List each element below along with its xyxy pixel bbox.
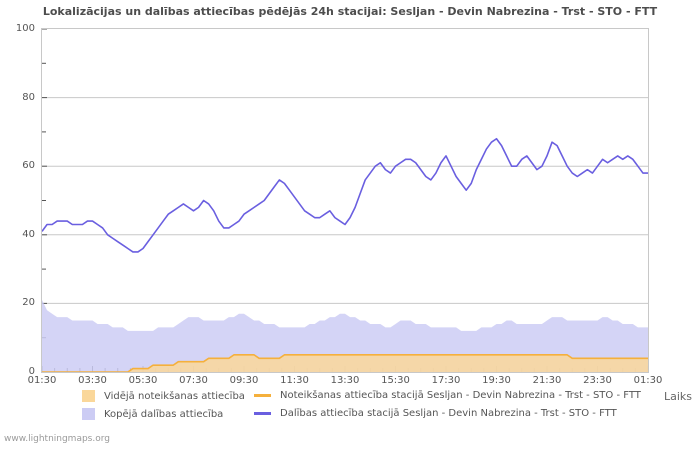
watermark: www.lightningmaps.org xyxy=(4,434,110,444)
y-axis-tick-label: 60 xyxy=(22,160,35,172)
y-axis-tick-label: 40 xyxy=(22,228,35,240)
legend-item-station-detection-ratio[interactable]: Noteikšanas attiecība stacijā Sesljan - … xyxy=(254,390,641,401)
plot-svg xyxy=(42,29,648,372)
x-axis-tick-label: 01:30 xyxy=(27,375,57,386)
x-axis-tick-label: 19:30 xyxy=(482,375,511,386)
legend-swatch-box-icon xyxy=(82,408,95,420)
chart-legend: Vidējā noteikšanas attiecība Noteikšanas… xyxy=(0,390,700,430)
x-axis-tick-label: 13:30 xyxy=(330,375,360,386)
legend-row-2: Kopējā dalības attiecība Dalības attiecī… xyxy=(0,408,700,424)
legend-swatch-line-icon xyxy=(254,412,271,415)
legend-swatch-box-icon xyxy=(82,390,95,402)
plot-area xyxy=(41,28,649,373)
series-line xyxy=(42,354,648,372)
x-axis-tick-label: 21:30 xyxy=(532,375,562,386)
x-axis-tick-label: 05:30 xyxy=(128,375,158,386)
chart-title: Lokalizācijas un dalības attiecības pēdē… xyxy=(42,5,658,18)
y-axis-tick-label: 20 xyxy=(22,297,35,309)
series-area xyxy=(42,299,648,372)
y-axis-tick-label: 100 xyxy=(15,23,35,34)
legend-row-1: Vidējā noteikšanas attiecība Noteikšanas… xyxy=(0,390,700,406)
x-axis-tick-label: 03:30 xyxy=(78,375,107,386)
x-axis-tick-label: 15:30 xyxy=(381,375,410,386)
legend-swatch-line-icon xyxy=(254,394,271,397)
x-axis-tick-label: 09:30 xyxy=(229,375,259,386)
legend-item-average-detection-ratio[interactable]: Vidējā noteikšanas attiecība xyxy=(82,390,245,402)
legend-label: Kopējā dalības attiecība xyxy=(104,408,224,420)
legend-label: Vidējā noteikšanas attiecība xyxy=(104,390,245,402)
legend-label: Dalības attiecība stacijā Sesljan - Devi… xyxy=(280,408,617,419)
x-axis-tick-label: 01:30 xyxy=(633,375,663,386)
legend-item-station-participation-ratio[interactable]: Dalības attiecība stacijā Sesljan - Devi… xyxy=(254,408,617,419)
x-axis-label: Laiks xyxy=(663,390,692,403)
x-axis-tick-label: 23:30 xyxy=(583,375,612,386)
series-area xyxy=(42,354,648,372)
series-line xyxy=(42,137,648,253)
x-axis-tick-label: 07:30 xyxy=(179,375,208,386)
y-axis-tick-label: 80 xyxy=(22,91,35,103)
x-axis-tick-label: 11:30 xyxy=(280,375,309,386)
legend-item-total-participation-ratio[interactable]: Kopējā dalības attiecība xyxy=(82,408,223,420)
y-axis-tick-label: 0 xyxy=(28,366,35,377)
legend-label: Noteikšanas attiecība stacijā Sesljan - … xyxy=(280,390,641,401)
x-axis-tick-label: 17:30 xyxy=(431,375,461,386)
